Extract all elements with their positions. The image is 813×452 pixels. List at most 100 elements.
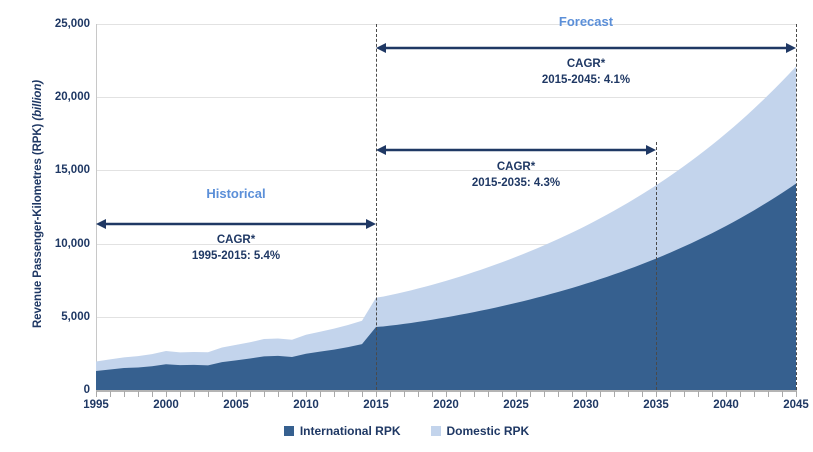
x-tick-label-2030: 2030	[573, 399, 599, 411]
x-tick-2014	[362, 391, 363, 397]
x-tick-2038	[698, 391, 699, 397]
x-tick-2023	[488, 391, 489, 397]
forecast-arrow	[376, 43, 796, 53]
historical-label: Historical	[206, 186, 266, 201]
x-axis-line	[96, 390, 797, 392]
mid-cagr-line2: 2015-2035: 4.3%	[471, 177, 561, 189]
x-tick-2024	[502, 391, 503, 397]
y-tick-label-0: 0	[83, 384, 90, 396]
x-tick-1998	[138, 391, 139, 397]
forecast-cagr-line2: 2015-2045: 4.1%	[541, 74, 631, 86]
x-tick-2013	[348, 391, 349, 397]
x-tick-1997	[124, 391, 125, 397]
x-tick-label-2025: 2025	[503, 399, 529, 411]
legend-label: Domestic RPK	[446, 424, 530, 438]
x-tick-label-2045: 2045	[783, 399, 809, 411]
x-tick-label-2040: 2040	[713, 399, 739, 411]
y-tick-label-25000: 25,000	[54, 18, 90, 30]
forecast-label: Forecast	[558, 14, 614, 29]
x-tick-2036	[670, 391, 671, 397]
mid-cagr-line1: CAGR*	[496, 161, 536, 173]
x-tick-2002	[194, 391, 195, 397]
area-international-rpk	[96, 183, 796, 390]
x-tick-2041	[740, 391, 741, 397]
x-tick-2034	[642, 391, 643, 397]
x-tick-1996	[110, 391, 111, 397]
x-tick-2011	[320, 391, 321, 397]
y-tick-label-5000: 5,000	[61, 310, 90, 323]
x-tick-2008	[278, 391, 279, 397]
divider-2045	[796, 24, 797, 390]
x-tick-2033	[628, 391, 629, 397]
y-tick-label-10000: 10,000	[54, 237, 90, 250]
x-tick-2031	[600, 391, 601, 397]
x-tick-2017	[404, 391, 405, 397]
x-tick-2007	[264, 391, 265, 397]
gridline-10000	[97, 243, 797, 245]
x-tick-2022	[474, 391, 475, 397]
x-tick-2043	[768, 391, 769, 397]
x-tick-label-2000: 2000	[153, 399, 179, 411]
x-tick-2029	[572, 391, 573, 397]
mid-forecast-arrow	[376, 145, 656, 155]
x-tick-2006	[250, 391, 251, 397]
mid-forecast-cagr-text: CAGR* 2015-2035: 4.3%	[376, 159, 656, 191]
forecast-cagr-line1: CAGR*	[566, 58, 606, 70]
x-tick-2045	[796, 391, 797, 397]
x-tick-2042	[754, 391, 755, 397]
x-tick-2030	[586, 391, 587, 397]
x-tick-label-2010: 2010	[293, 399, 319, 411]
historical-cagr-line1: CAGR*	[216, 234, 256, 246]
x-tick-2009	[292, 391, 293, 397]
legend-swatch-icon	[283, 426, 294, 436]
x-tick-label-2020: 2020	[433, 399, 459, 411]
x-tick-2016	[390, 391, 391, 397]
x-tick-2000	[166, 391, 167, 397]
x-tick-2039	[712, 391, 713, 397]
historical-arrow	[96, 219, 376, 229]
gridline-20000	[97, 97, 797, 99]
x-tick-2015	[376, 391, 377, 397]
gridline-15000	[97, 170, 797, 172]
y-axis-tick-labels: 0 5,000 10,000 15,000 20,000 25,000	[0, 0, 90, 452]
x-tick-2027	[544, 391, 545, 397]
x-tick-label-2015: 2015	[363, 399, 389, 411]
x-tick-2032	[614, 391, 615, 397]
x-tick-2010	[306, 391, 307, 397]
x-tick-2028	[558, 391, 559, 397]
legend-item-international[interactable]: International RPK	[283, 424, 401, 438]
x-tick-2037	[684, 391, 685, 397]
x-tick-2019	[432, 391, 433, 397]
x-tick-2004	[222, 391, 223, 397]
historical-cagr-text: CAGR* 1995-2015: 5.4%	[96, 232, 376, 264]
forecast-cagr-text: CAGR* 2015-2045: 4.1%	[376, 56, 796, 88]
legend-label: International RPK	[299, 424, 401, 438]
x-tick-label-2035: 2035	[643, 399, 669, 411]
x-tick-1995	[96, 391, 97, 397]
x-tick-2012	[334, 391, 335, 397]
gridline-25000	[97, 24, 797, 25]
x-tick-2018	[418, 391, 419, 397]
x-tick-2044	[782, 391, 783, 397]
legend-item-domestic[interactable]: Domestic RPK	[430, 424, 530, 438]
x-tick-2026	[530, 391, 531, 397]
x-tick-2035	[656, 391, 657, 397]
chart-legend: International RPK Domestic RPK	[0, 424, 813, 438]
x-tick-2021	[460, 391, 461, 397]
historical-cagr-line2: 1995-2015: 5.4%	[191, 250, 281, 262]
y-tick-label-20000: 20,000	[54, 91, 90, 104]
x-tick-1999	[152, 391, 153, 397]
x-tick-2001	[180, 391, 181, 397]
x-tick-label-2005: 2005	[223, 399, 249, 411]
x-tick-2040	[726, 391, 727, 397]
x-tick-2003	[208, 391, 209, 397]
x-tick-2025	[516, 391, 517, 397]
series-plot	[96, 66, 796, 390]
y-tick-label-15000: 15,000	[54, 164, 90, 177]
divider-2035	[656, 142, 657, 390]
divider-2015	[376, 24, 377, 390]
x-tick-2020	[446, 391, 447, 397]
x-tick-2005	[236, 391, 237, 397]
x-tick-label-1995: 1995	[83, 399, 109, 411]
